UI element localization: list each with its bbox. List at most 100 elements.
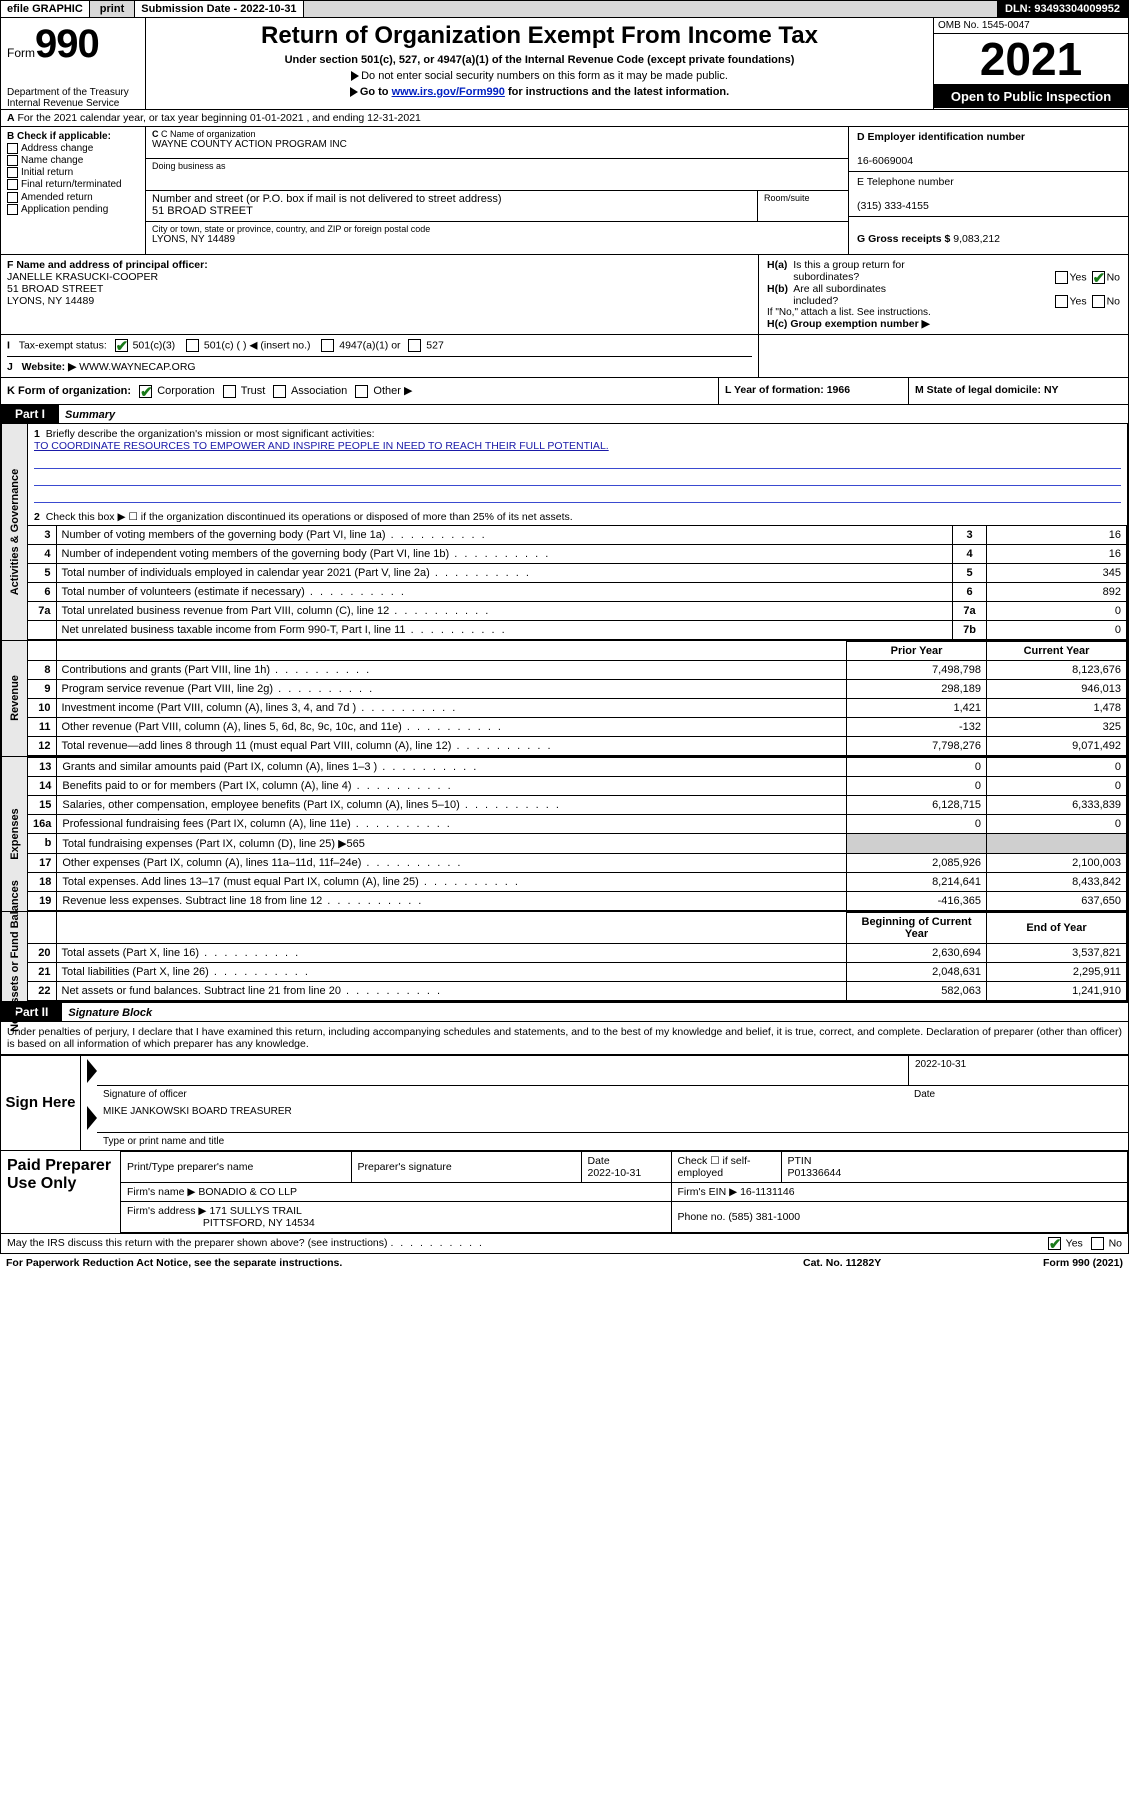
org-name: C C Name of organization WAYNE COUNTY AC… — [146, 127, 848, 159]
sig-intro: Under penalties of perjury, I declare th… — [1, 1022, 1128, 1055]
block-k: K Form of organization: Corporation Trus… — [0, 378, 1129, 405]
table-row: 21Total liabilities (Part X, line 26)2,0… — [28, 962, 1127, 981]
rev-block: Revenue Prior Year Current Year 8Contrib… — [1, 641, 1128, 757]
cb-hb-no[interactable] — [1092, 295, 1105, 308]
preparer-block: Paid Preparer Use Only Print/Type prepar… — [0, 1151, 1129, 1234]
table-row: 12Total revenue—add lines 8 through 11 (… — [28, 736, 1127, 755]
paperwork-row: For Paperwork Reduction Act Notice, see … — [0, 1254, 1129, 1272]
table-row: 9Program service revenue (Part VIII, lin… — [28, 679, 1127, 698]
cb-501c3[interactable] — [115, 339, 128, 352]
table-row: 7aTotal unrelated business revenue from … — [28, 601, 1127, 620]
q2: 2 Check this box ▶ ☐ if the organization… — [28, 507, 1127, 525]
arrow-icon — [87, 1059, 97, 1083]
table-row: 18Total expenses. Add lines 13–17 (must … — [28, 872, 1127, 891]
print-button[interactable]: print — [90, 1, 135, 17]
sign-here-label: Sign Here — [1, 1056, 81, 1150]
cb-527[interactable] — [408, 339, 421, 352]
table-row: 5Total number of individuals employed in… — [28, 563, 1127, 582]
table-row: Net unrelated business taxable income fr… — [28, 620, 1127, 639]
preparer-label: Paid Preparer Use Only — [1, 1151, 121, 1233]
block-bcd: B Check if applicable: Address change Na… — [0, 127, 1129, 254]
cb-discuss-no[interactable] — [1091, 1237, 1104, 1250]
line-a: A For the 2021 calendar year, or tax yea… — [0, 110, 1129, 127]
section-b: B Check if applicable: Address change Na… — [1, 127, 146, 254]
part1-header: Part ISummary — [1, 405, 1128, 424]
dln: DLN: 93493304009952 — [997, 1, 1128, 17]
section-f: F Name and address of principal officer:… — [1, 255, 758, 334]
mission: 1 Briefly describe the organization's mi… — [28, 424, 1127, 507]
cb-app-pending[interactable]: Application pending — [7, 204, 139, 215]
part2-header: Part IISignature Block — [1, 1003, 1128, 1022]
gross-receipts: G Gross receipts $ 9,083,212 — [849, 217, 1128, 254]
preparer-table: Print/Type preparer's name Preparer's si… — [121, 1151, 1128, 1233]
telephone: E Telephone number (315) 333-4155 — [849, 172, 1128, 217]
table-row: 14Benefits paid to or for members (Part … — [28, 776, 1127, 795]
section-c: C C Name of organization WAYNE COUNTY AC… — [146, 127, 848, 254]
form-header: Form990 Department of the TreasuryIntern… — [0, 18, 1129, 110]
topbar: efile GRAPHIC print Submission Date - 20… — [0, 0, 1129, 18]
cb-address-change[interactable]: Address change — [7, 143, 139, 154]
cb-name-change[interactable]: Name change — [7, 155, 139, 166]
table-row: 19Revenue less expenses. Subtract line 1… — [28, 891, 1127, 910]
form-subtitle: Under section 501(c), 527, or 4947(a)(1)… — [154, 54, 925, 66]
block-fh: F Name and address of principal officer:… — [0, 254, 1129, 335]
section-m: M State of legal domicile: NY — [908, 378, 1128, 404]
table-row: 11Other revenue (Part VIII, column (A), … — [28, 717, 1127, 736]
cb-assoc[interactable] — [273, 385, 286, 398]
table-row: 17Other expenses (Part IX, column (A), l… — [28, 853, 1127, 872]
table-row: bTotal fundraising expenses (Part IX, co… — [28, 833, 1127, 853]
cb-corp[interactable] — [139, 385, 152, 398]
cb-initial-return[interactable]: Initial return — [7, 167, 139, 178]
net-block: Net Assets or Fund Balances Beginning of… — [1, 912, 1128, 1002]
sig-date: 2022-10-31 — [908, 1056, 1128, 1086]
tax-year: 2021 — [934, 34, 1128, 85]
section-k: K Form of organization: Corporation Trus… — [1, 378, 718, 404]
cb-501c[interactable] — [186, 339, 199, 352]
cb-4947[interactable] — [321, 339, 334, 352]
cb-final-return[interactable]: Final return/terminated — [7, 179, 139, 190]
table-row: 22Net assets or fund balances. Subtract … — [28, 981, 1127, 1000]
block-ij: I Tax-exempt status: 501(c)(3) 501(c) ( … — [0, 335, 1129, 378]
ein: D Employer identification number 16-6069… — [849, 127, 1128, 172]
form-note2: Go to www.irs.gov/Form990 for instructio… — [154, 86, 925, 98]
date-label: Date — [908, 1086, 1128, 1103]
type-name-label: Type or print name and title — [97, 1133, 230, 1150]
cb-discuss-yes[interactable] — [1048, 1237, 1061, 1250]
rev-table: Prior Year Current Year 8Contributions a… — [28, 641, 1127, 756]
table-row: 16aProfessional fundraising fees (Part I… — [28, 814, 1127, 833]
cb-other[interactable] — [355, 385, 368, 398]
form-990-label: Form990 — [7, 22, 139, 67]
cb-hb-yes[interactable] — [1055, 295, 1068, 308]
open-inspection: Open to Public Inspection — [934, 85, 1128, 108]
cb-trust[interactable] — [223, 385, 236, 398]
submission-date: Submission Date - 2022-10-31 — [135, 1, 303, 17]
net-table: Beginning of Current Year End of Year 20… — [28, 912, 1127, 1001]
dept-label: Department of the TreasuryInternal Reven… — [7, 87, 139, 109]
vlabel-gov: Activities & Governance — [2, 424, 28, 640]
table-row: 20Total assets (Part X, line 16)2,630,69… — [28, 943, 1127, 962]
table-row: 13Grants and similar amounts paid (Part … — [28, 757, 1127, 776]
sign-block: Sign Here 2022-10-31 Signature of office… — [0, 1056, 1129, 1151]
section-d: D Employer identification number 16-6069… — [848, 127, 1128, 254]
table-row: 15Salaries, other compensation, employee… — [28, 795, 1127, 814]
hb-note: If "No," attach a list. See instructions… — [767, 307, 1120, 318]
header-left: Form990 Department of the TreasuryIntern… — [1, 18, 146, 109]
efile-label: efile GRAPHIC — [1, 1, 90, 17]
table-row: 4Number of independent voting members of… — [28, 544, 1127, 563]
city-row: City or town, state or province, country… — [146, 222, 848, 254]
table-row: 8Contributions and grants (Part VIII, li… — [28, 660, 1127, 679]
section-ij-right — [758, 335, 1128, 377]
dba: Doing business as — [146, 159, 848, 191]
omb-number: OMB No. 1545-0047 — [934, 18, 1128, 34]
irs-link[interactable]: www.irs.gov/Form990 — [392, 86, 505, 98]
triangle-icon — [351, 71, 359, 81]
triangle-icon — [350, 87, 358, 97]
officer-name: MIKE JANKOWSKI BOARD TREASURER — [97, 1103, 1128, 1133]
vlabel-net: Net Assets or Fund Balances — [2, 912, 28, 1001]
cb-amended[interactable]: Amended return — [7, 192, 139, 203]
header-right: OMB No. 1545-0047 2021 Open to Public In… — [933, 18, 1128, 109]
cb-ha-no[interactable] — [1092, 271, 1105, 284]
section-l: L Year of formation: 1966 — [718, 378, 908, 404]
gov-block: Activities & Governance 1 Briefly descri… — [1, 424, 1128, 641]
cb-ha-yes[interactable] — [1055, 271, 1068, 284]
